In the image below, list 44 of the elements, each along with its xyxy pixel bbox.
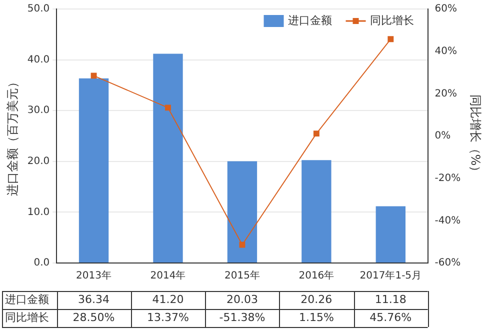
data-label: 41.20	[152, 292, 184, 306]
y2-axis-title: 同比增长（%）	[468, 94, 483, 178]
data-label: 45.76%	[370, 310, 412, 324]
data-label: 1.15%	[298, 310, 334, 324]
x-tick-label: 2017年1-5月	[360, 270, 422, 282]
x-tick-label: 2013年	[76, 270, 112, 282]
bar	[153, 54, 183, 262]
y-tick-label: 40.0	[27, 54, 50, 66]
x-tick-label: 2015年	[224, 270, 260, 282]
x-tick-label: 2016年	[298, 270, 334, 282]
y-tick-label: 30.0	[27, 105, 50, 116]
data-label: 36.34	[78, 292, 110, 306]
data-label: 28.50%	[72, 310, 115, 324]
data-label: 20.26	[300, 292, 332, 306]
y2-tick-label: 0%	[434, 130, 451, 142]
y2-tick-label: 40%	[434, 46, 457, 57]
point	[239, 242, 246, 248]
legend-label: 同比增长	[370, 14, 414, 27]
y2-tick-label: -40%	[434, 215, 461, 226]
data-label: 11.18	[374, 292, 406, 306]
y2-tick-label: -20%	[434, 172, 461, 184]
data-label: 13.37%	[147, 310, 189, 324]
x-tick-label: 2014年	[150, 270, 186, 282]
bar	[227, 161, 258, 262]
y2-tick-label: 60%	[434, 4, 457, 15]
data-label: 20.03	[226, 292, 258, 306]
point	[313, 130, 320, 137]
y2-tick-label: -60%	[434, 258, 461, 269]
text: 同比增长	[5, 310, 49, 324]
bar	[302, 160, 332, 262]
bar	[78, 78, 109, 262]
bar	[376, 206, 406, 262]
y-tick-label: 10.0	[27, 206, 50, 218]
y-tick-label: 50.0	[27, 4, 50, 15]
data-label: -51.38%	[219, 310, 266, 324]
point	[90, 72, 97, 79]
text: 进口金额	[5, 292, 49, 306]
y-axis-title: 进口金额（百万美元）	[5, 76, 20, 196]
point	[165, 104, 171, 111]
y2-tick-label: 20%	[434, 88, 457, 100]
y-tick-label: 0.0	[34, 258, 50, 269]
y-tick-label: 20.0	[27, 156, 50, 167]
point	[388, 36, 394, 42]
legend-label: 进口金额	[288, 14, 332, 27]
